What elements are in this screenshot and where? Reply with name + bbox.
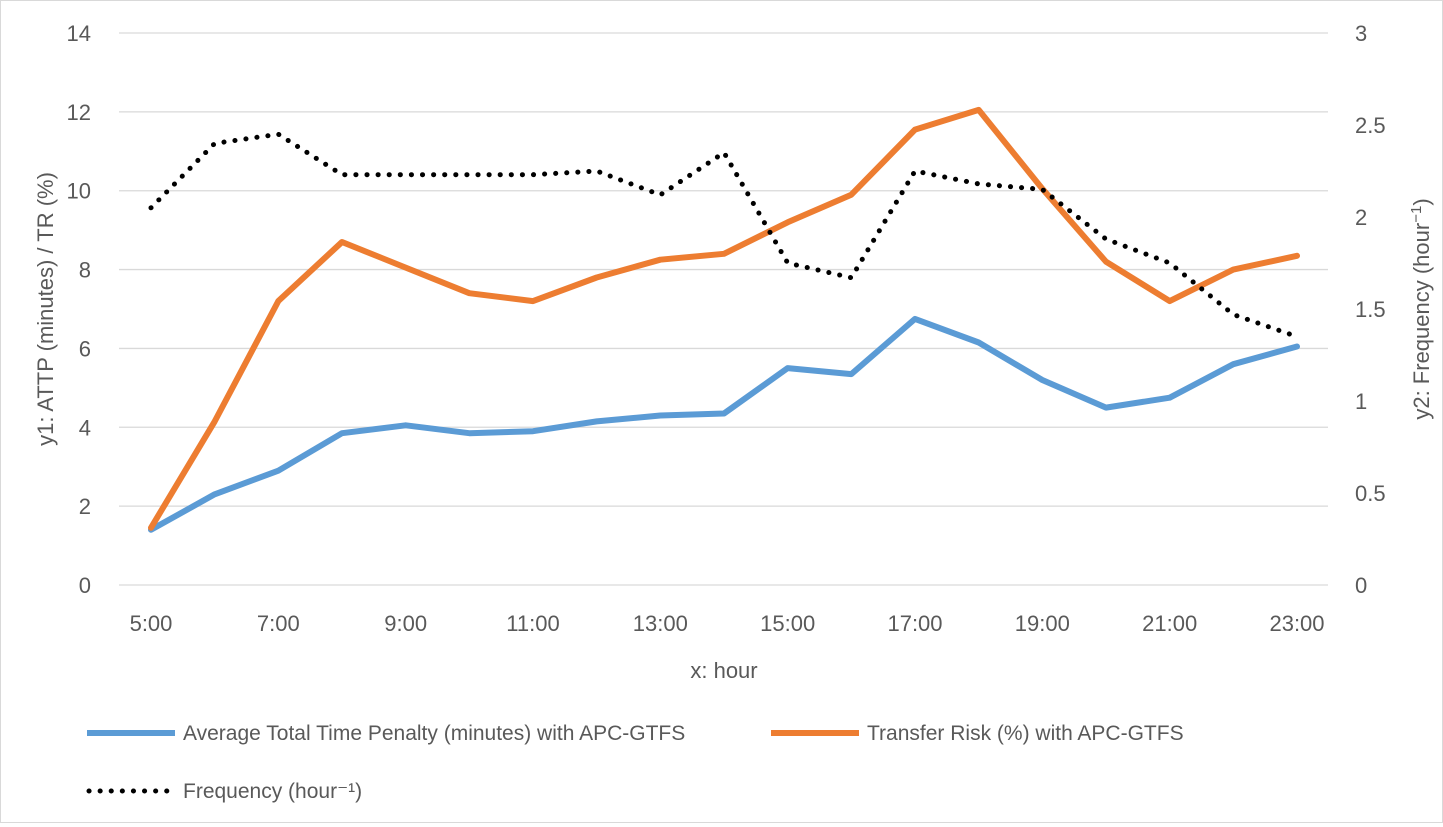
x-tick-label: 11:00	[506, 611, 559, 636]
x-tick-label: 9:00	[384, 611, 427, 636]
series-line-1	[148, 106, 1300, 531]
y1-tick-label: 10	[67, 179, 91, 204]
y1-tick-label: 4	[79, 415, 91, 440]
y1-tick-label: 12	[67, 100, 91, 125]
y2-tick-label: 0	[1355, 573, 1367, 598]
y2-axis-title: y2: Frequency (hour−1)	[1408, 198, 1434, 419]
series-line-2	[148, 131, 1300, 340]
y1-axis-title: y1: ATTP (minutes) / TR (%)	[33, 172, 58, 446]
y1-tick-labels: 0 2 4 6 8 10 12 14	[67, 21, 91, 598]
x-tick-label: 23:00	[1269, 611, 1324, 636]
y1-tick-label: 2	[79, 494, 91, 519]
legend: Average Total Time Penalty (minutes) wit…	[86, 722, 1184, 803]
y2-axis-title-sup: −1	[1408, 206, 1425, 223]
y2-tick-label: 3	[1355, 21, 1367, 46]
y2-tick-label: 0.5	[1355, 481, 1386, 506]
x-tick-label: 15:00	[760, 611, 815, 636]
x-tick-label: 13:00	[633, 611, 688, 636]
y2-tick-labels: 0 0.5 1 1.5 2 2.5 3	[1355, 21, 1386, 598]
y1-tick-label: 8	[79, 258, 91, 283]
series-line-0	[148, 315, 1300, 533]
y2-axis-title-main: y2: Frequency (hour	[1409, 223, 1434, 420]
y2-tick-label: 1.5	[1355, 297, 1386, 322]
y1-tick-label: 14	[67, 21, 91, 46]
y1-tick-label: 0	[79, 573, 91, 598]
x-axis-title: x: hour	[690, 658, 757, 683]
y2-axis-title-close: )	[1409, 198, 1434, 205]
legend-label-tr: Transfer Risk (%) with APC-GTFS	[867, 722, 1184, 745]
x-tick-label: 17:00	[887, 611, 942, 636]
x-tick-label: 7:00	[257, 611, 300, 636]
legend-label-attp: Average Total Time Penalty (minutes) wit…	[183, 722, 685, 745]
gridlines	[119, 32, 1328, 586]
y1-tick-label: 6	[79, 336, 91, 361]
x-tick-label: 21:00	[1142, 611, 1197, 636]
series-lines	[148, 106, 1300, 533]
x-tick-label: 5:00	[130, 611, 173, 636]
y2-tick-label: 2.5	[1355, 113, 1386, 138]
y2-tick-label: 2	[1355, 205, 1367, 230]
x-tick-labels: 5:00 7:00 9:00 11:00 13:00 15:00 17:00 19:00 21:…	[130, 611, 1325, 636]
x-tick-label: 19:00	[1015, 611, 1070, 636]
legend-label-frequency: Frequency (hour⁻¹)	[183, 780, 362, 803]
y2-tick-label: 1	[1355, 389, 1367, 414]
